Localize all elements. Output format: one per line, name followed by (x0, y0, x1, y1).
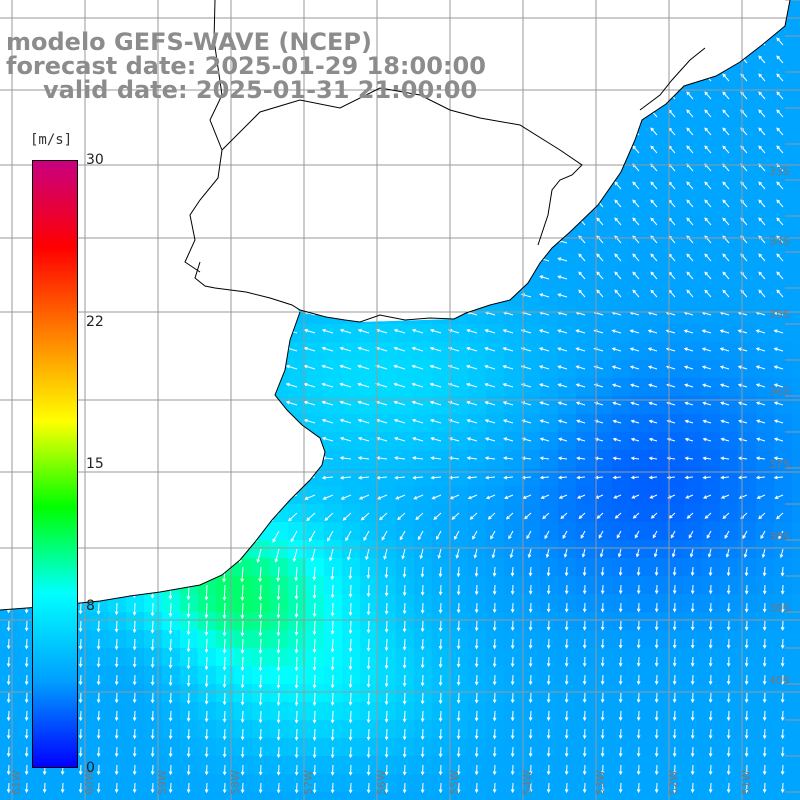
wind-cell (792, 198, 800, 216)
colorbar-tick-label: 15 (86, 456, 104, 472)
colorbar-unit: [m/s] (30, 132, 73, 148)
wind-cell (792, 126, 800, 144)
longitude-labels: 61W 60W 59W 58W 57W 56W 55W 54W 53W 52W 51W (10, 770, 753, 795)
title-model: modelo GEFS-WAVE (NCEP) (6, 28, 372, 56)
wind-cell (792, 54, 800, 72)
latitude-label: 40S (769, 674, 790, 687)
wind-cell (792, 162, 800, 180)
wind-cell (792, 0, 800, 18)
wind-cell (792, 216, 800, 234)
latitude-labels: 33S 34S 35S 36S 37S 38S 39S 40S (769, 165, 790, 687)
latitude-label: 34S (769, 235, 790, 248)
map-title: modelo GEFS-WAVE (NCEP) forecast date: 2… (6, 30, 486, 102)
wind-cell (792, 252, 800, 270)
longitude-label: 56W (375, 770, 388, 795)
wind-cell (792, 306, 800, 324)
colorbar-tick-label: 0 (86, 760, 95, 776)
wind-cell (792, 234, 800, 252)
longitude-label: 57W (302, 770, 315, 795)
colorbar-tick-label: 22 (86, 314, 104, 331)
latitude-label: 36S (769, 385, 790, 398)
longitude-label: 59W (156, 770, 169, 795)
title-forecast-date: forecast date: 2025-01-29 18:00:00 (6, 52, 486, 80)
longitude-label: 53W (594, 770, 607, 795)
wind-cell (792, 288, 800, 306)
colorbar-tick-label: 8 (86, 597, 95, 614)
wind-cell (792, 144, 800, 162)
longitude-label: 51W (740, 770, 753, 795)
title-valid-date: valid date: 2025-01-31 21:00:00 (43, 76, 478, 104)
wind-cell (792, 18, 800, 36)
wind-cell (792, 270, 800, 288)
longitude-label: 55W (448, 770, 461, 795)
colorbar-tick-label: 30 (86, 152, 104, 168)
latitude-label: 39S (769, 602, 790, 615)
colorbar (32, 160, 78, 768)
latitude-label: 37S (769, 458, 790, 471)
wind-cell (792, 90, 800, 108)
wind-cell (792, 108, 800, 126)
latitude-label: 38S (769, 530, 790, 543)
longitude-label: 54W (521, 770, 534, 795)
wind-cell (792, 180, 800, 198)
longitude-label: 58W (229, 770, 242, 795)
wind-cell (792, 36, 800, 54)
wind-cell (792, 72, 800, 90)
longitude-label: 61W (10, 770, 23, 795)
latitude-label: 35S (769, 308, 790, 321)
longitude-label: 52W (667, 770, 680, 795)
river-line (639, 47, 706, 111)
latitude-label: 33S (769, 165, 790, 178)
